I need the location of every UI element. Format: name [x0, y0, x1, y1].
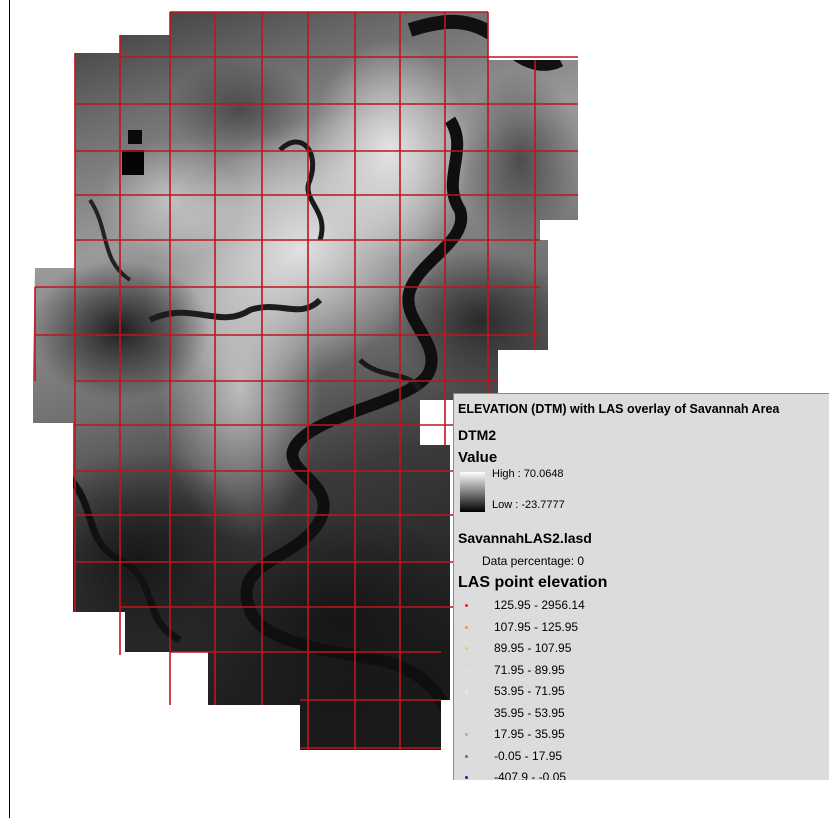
map-frame-border: [9, 0, 10, 818]
legend-class-item: 71.95 - 89.95: [454, 663, 824, 681]
legend-class-item: 53.95 - 71.95: [454, 684, 824, 702]
legend-class-item: 17.95 - 35.95: [454, 727, 824, 745]
legend-class-label: 53.95 - 71.95: [494, 684, 565, 698]
legend-class-label: 89.95 - 107.95: [494, 641, 572, 655]
legend-class-label: 125.95 - 2956.14: [494, 598, 585, 612]
map-legend: ELEVATION (DTM) with LAS overlay of Sava…: [453, 393, 829, 780]
legend-high-label: High : 70.0648: [492, 468, 564, 480]
legend-class-symbol: [465, 733, 468, 736]
legend-class-symbol: [465, 690, 468, 693]
legend-class-item: -0.05 - 17.95: [454, 749, 824, 767]
legend-class-item: 107.95 - 125.95: [454, 620, 824, 638]
legend-class-label: 107.95 - 125.95: [494, 619, 579, 634]
legend-layer-las: SavannahLAS2.lasd: [458, 530, 592, 546]
legend-value-heading: Value: [458, 449, 498, 466]
legend-class-symbol: [465, 647, 468, 650]
legend-class-item: -407.9 - -0.05: [454, 770, 824, 780]
legend-class-label: 71.95 - 89.95: [494, 662, 565, 677]
legend-class-symbol: [465, 625, 468, 629]
legend-class-label: -0.05 - 17.95: [494, 748, 563, 763]
legend-class-symbol: [465, 604, 468, 607]
legend-title: ELEVATION (DTM) with LAS overlay of Sava…: [458, 402, 780, 416]
legend-class-label: -407.9 - -0.05: [494, 770, 567, 780]
legend-class-symbol: [465, 776, 468, 779]
legend-color-ramp: [460, 472, 485, 512]
legend-class-symbol: [465, 754, 468, 758]
legend-class-item: 125.95 - 2956.14: [454, 598, 824, 616]
legend-class-item: 89.95 - 107.95: [454, 641, 824, 659]
legend-class-label: 17.95 - 35.95: [494, 727, 565, 741]
las-tile-grid: [34, 11, 578, 750]
legend-data-percentage: Data percentage: 0: [482, 554, 585, 568]
legend-class-symbol: [465, 711, 468, 715]
legend-class-label: 35.95 - 53.95: [494, 705, 565, 720]
legend-layer-dtm: DTM2: [458, 427, 497, 443]
legend-las-heading: LAS point elevation: [458, 574, 608, 591]
legend-low-label: Low : -23.7777: [492, 499, 565, 511]
legend-class-symbol: [465, 668, 468, 672]
legend-class-item: 35.95 - 53.95: [454, 706, 824, 724]
